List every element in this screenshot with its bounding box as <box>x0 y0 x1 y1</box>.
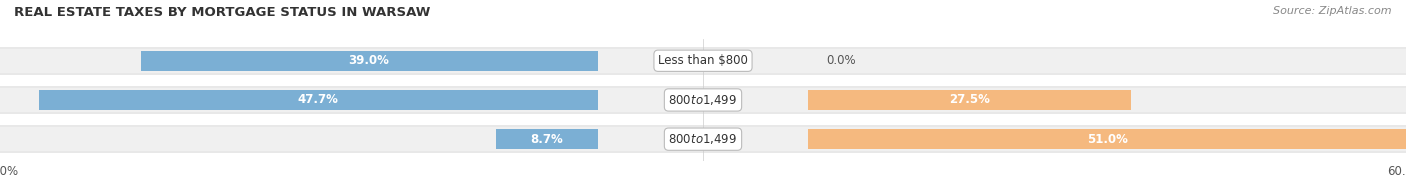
Bar <box>0 125 1406 153</box>
Text: 0.0%: 0.0% <box>827 54 856 67</box>
Bar <box>495 129 598 149</box>
Bar <box>0 88 1406 112</box>
Text: 8.7%: 8.7% <box>530 133 562 146</box>
Text: 47.7%: 47.7% <box>298 93 339 106</box>
Text: 39.0%: 39.0% <box>349 54 389 67</box>
Bar <box>0 127 1406 151</box>
Text: Less than $800: Less than $800 <box>658 54 748 67</box>
Bar <box>38 90 598 110</box>
Text: 27.5%: 27.5% <box>949 93 990 106</box>
Text: $800 to $1,499: $800 to $1,499 <box>668 93 738 107</box>
Bar <box>141 51 598 71</box>
Text: 51.0%: 51.0% <box>1087 133 1128 146</box>
Text: REAL ESTATE TAXES BY MORTGAGE STATUS IN WARSAW: REAL ESTATE TAXES BY MORTGAGE STATUS IN … <box>14 6 430 19</box>
Text: $800 to $1,499: $800 to $1,499 <box>668 132 738 146</box>
Text: Source: ZipAtlas.com: Source: ZipAtlas.com <box>1274 6 1392 16</box>
Bar <box>808 90 1130 110</box>
Bar <box>0 47 1406 75</box>
Bar <box>808 129 1406 149</box>
Bar <box>0 86 1406 114</box>
Bar <box>0 49 1406 73</box>
